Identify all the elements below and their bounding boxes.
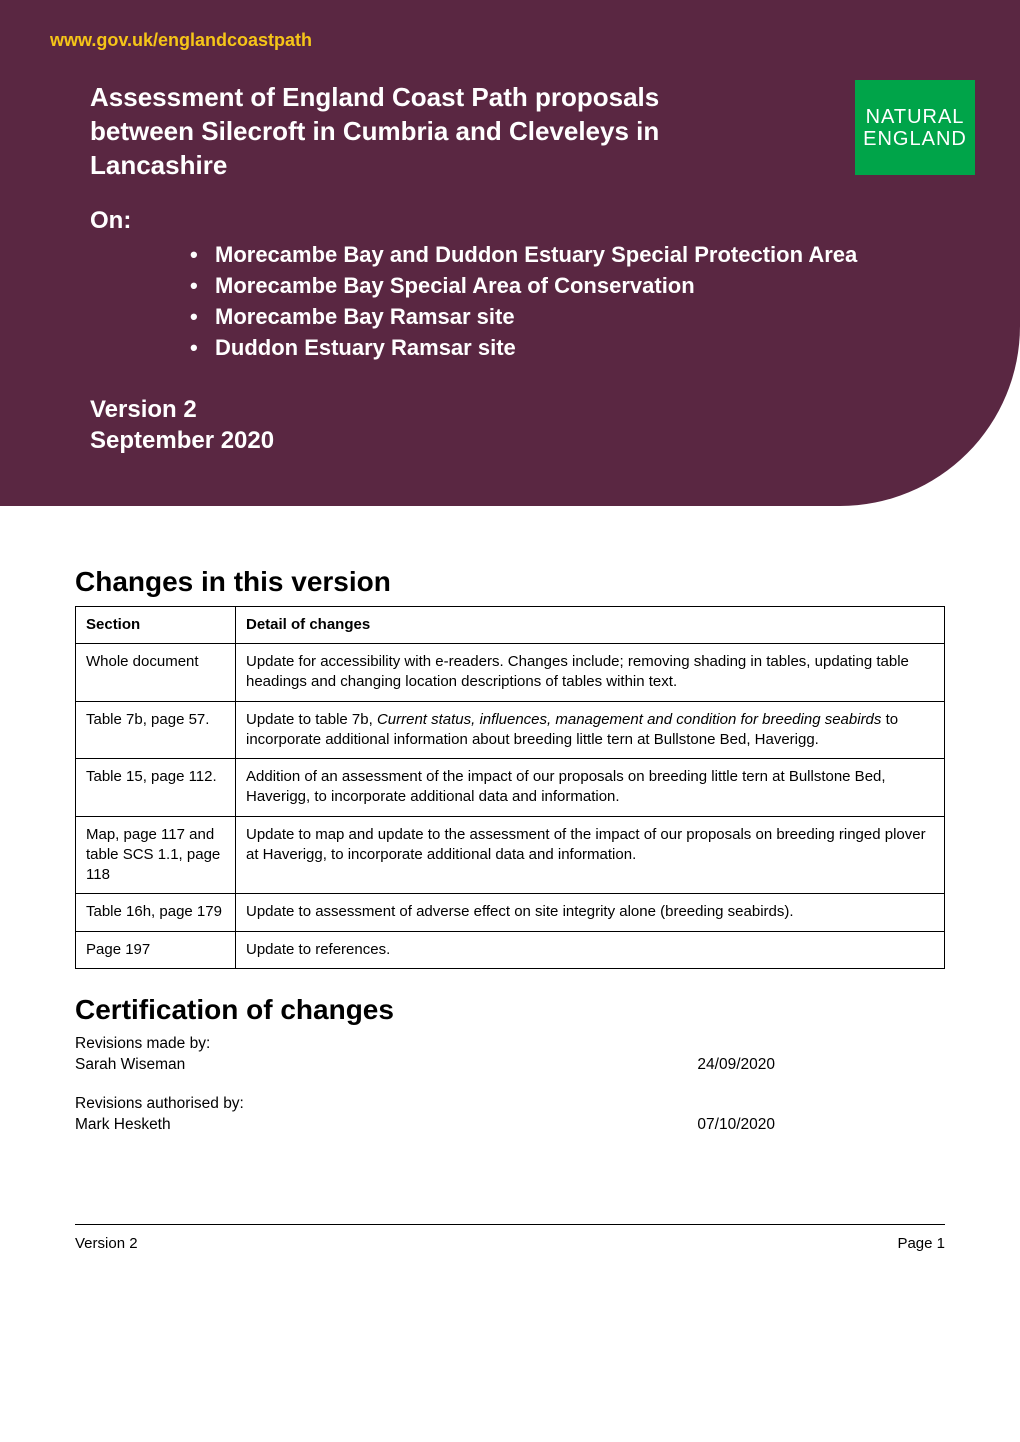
revisions-made-by-label: Revisions made by: — [75, 1034, 945, 1055]
document-body: Changes in this version Section Detail o… — [0, 506, 1020, 1184]
list-item: Morecambe Bay Ramsar site — [190, 302, 970, 333]
detail-cell: Update to table 7b, Current status, infl… — [236, 701, 945, 759]
detail-cell: Update to references. — [236, 931, 945, 968]
section-cell: Table 16h, page 179 — [76, 894, 236, 931]
table-row: Table 16h, page 179 Update to assessment… — [76, 894, 945, 931]
revisions-authorised-by-row: Mark Hesketh 07/10/2020 — [75, 1115, 775, 1136]
detail-cell: Update to map and update to the assessme… — [236, 816, 945, 894]
detail-text: Update to table 7b, — [246, 711, 377, 728]
certification-heading: Certification of changes — [75, 994, 945, 1026]
protected-sites-list: Morecambe Bay and Duddon Estuary Special… — [190, 240, 970, 363]
section-cell: Map, page 117 and table SCS 1.1, page 11… — [76, 816, 236, 894]
on-label: On: — [90, 207, 970, 235]
section-cell: Page 197 — [76, 931, 236, 968]
list-item: Morecambe Bay Special Area of Conservati… — [190, 271, 970, 302]
list-item: Duddon Estuary Ramsar site — [190, 333, 970, 364]
list-item: Morecambe Bay and Duddon Estuary Special… — [190, 240, 970, 271]
detail-italic: Current status, influences, management a… — [377, 711, 881, 728]
revisions-authorised-by-label: Revisions authorised by: — [75, 1094, 945, 1115]
reviser-date: 24/09/2020 — [697, 1055, 775, 1076]
version-block: Version 2 September 2020 — [90, 394, 970, 456]
section-cell: Table 15, page 112. — [76, 759, 236, 817]
logo-text-line: ENGLAND — [863, 128, 967, 150]
version-date: September 2020 — [90, 425, 970, 456]
detail-cell: Addition of an assessment of the impact … — [236, 759, 945, 817]
footer-page-number: Page 1 — [897, 1235, 945, 1252]
footer-version: Version 2 — [75, 1235, 138, 1252]
page-footer: Version 2 Page 1 — [75, 1224, 945, 1272]
column-header: Section — [76, 606, 236, 643]
authoriser-date: 07/10/2020 — [697, 1115, 775, 1136]
changes-table: Section Detail of changes Whole document… — [75, 606, 945, 969]
authoriser-name: Mark Hesketh — [75, 1115, 171, 1136]
changes-heading: Changes in this version — [75, 566, 945, 598]
table-row: Table 15, page 112. Addition of an asses… — [76, 759, 945, 817]
detail-cell: Update to assessment of adverse effect o… — [236, 894, 945, 931]
reviser-name: Sarah Wiseman — [75, 1055, 185, 1076]
document-title: Assessment of England Coast Path proposa… — [90, 81, 710, 182]
section-cell: Whole document — [76, 644, 236, 702]
table-header-row: Section Detail of changes — [76, 606, 945, 643]
table-row: Table 7b, page 57. Update to table 7b, C… — [76, 701, 945, 759]
version-label: Version 2 — [90, 394, 970, 425]
logo-text-line: NATURAL — [866, 106, 965, 128]
table-row: Map, page 117 and table SCS 1.1, page 11… — [76, 816, 945, 894]
document-header: www.gov.uk/englandcoastpath Assessment o… — [0, 0, 1020, 506]
section-cell: Table 7b, page 57. — [76, 701, 236, 759]
table-row: Whole document Update for accessibility … — [76, 644, 945, 702]
column-header: Detail of changes — [236, 606, 945, 643]
natural-england-logo: NATURAL ENGLAND — [855, 80, 975, 175]
table-row: Page 197 Update to references. — [76, 931, 945, 968]
revisions-made-by-row: Sarah Wiseman 24/09/2020 — [75, 1055, 775, 1076]
detail-cell: Update for accessibility with e-readers.… — [236, 644, 945, 702]
header-content: Assessment of England Coast Path proposa… — [90, 81, 970, 456]
header-url[interactable]: www.gov.uk/englandcoastpath — [50, 30, 970, 51]
